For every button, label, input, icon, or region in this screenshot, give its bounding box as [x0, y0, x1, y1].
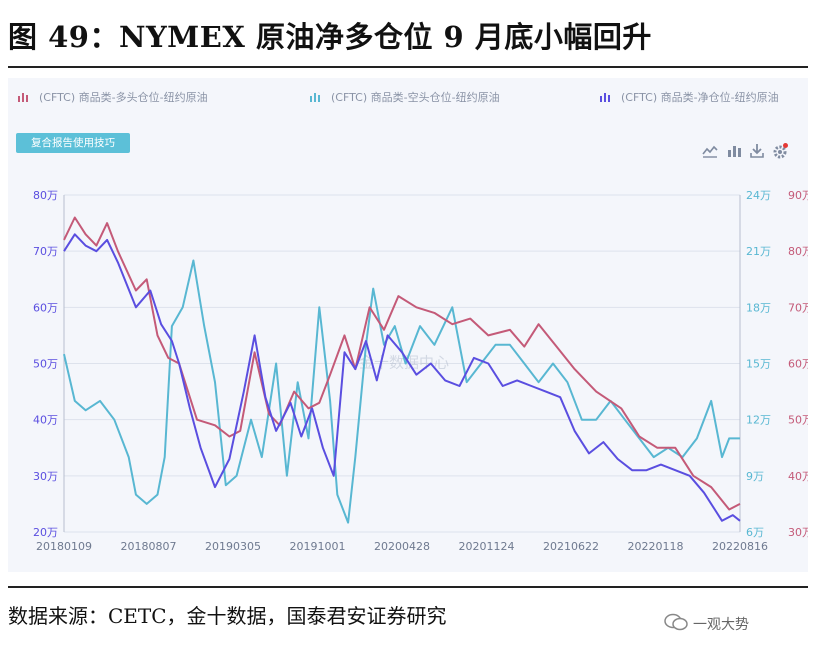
right-axis-tick-label: 40万	[788, 470, 808, 483]
series-line-short	[63, 259, 740, 524]
legend-label-short: (CFTC) 商品类-空头仓位-纽约原油	[331, 91, 500, 104]
left-axis-tick-label: 20万	[33, 526, 58, 539]
x-axis-tick-label: 20200428	[374, 540, 430, 553]
line-chart: 20万 30万 40万 50万 60万 70万 80万 6万 9万 12万 15万 18万 21万 24万…	[33, 189, 808, 553]
figure-title: 图 49：NYMEX 原油净多仓位 9 月底小幅回升	[8, 20, 652, 54]
x-axis-tick-label: 20180807	[121, 540, 177, 553]
x-axis-tick-label: 20190305	[205, 540, 261, 553]
x-axis-tick-label: 20191001	[290, 540, 346, 553]
legend-item-long[interactable]: (CFTC) 商品类-多头仓位-纽约原油	[18, 89, 208, 105]
notification-dot	[783, 143, 788, 148]
legend-item-net[interactable]: (CFTC) 商品类-净仓位-纽约原油	[600, 89, 779, 105]
download-icon[interactable]	[749, 143, 765, 159]
legend-label-net: (CFTC) 商品类-净仓位-纽约原油	[621, 91, 779, 104]
left-axis-tick-label: 30万	[33, 470, 58, 483]
legend-label-long: (CFTC) 商品类-多头仓位-纽约原油	[39, 91, 208, 104]
mid-axis-tick-label: 6万	[746, 526, 764, 539]
series-line-net	[63, 233, 741, 522]
settings-icon[interactable]	[772, 143, 788, 159]
bar-legend-icon	[310, 93, 320, 102]
mid-axis-tick-label: 15万	[746, 358, 771, 371]
x-axis-tick-label: 20201124	[459, 540, 515, 553]
mid-axis-tick-label: 12万	[746, 414, 771, 427]
x-axis-tick-label: 20180109	[36, 540, 92, 553]
mid-axis-tick-label: 9万	[746, 470, 764, 483]
bar-legend-icon	[18, 93, 28, 102]
x-axis-tick-label: 20220118	[628, 540, 684, 553]
left-axis-tick-label: 50万	[33, 358, 58, 371]
left-axis-tick-label: 70万	[33, 245, 58, 258]
right-axis-tick-label: 30万	[788, 526, 808, 539]
tips-button[interactable]: 复合报告使用技巧	[16, 133, 130, 153]
brand-name: 一观大势	[693, 617, 749, 633]
bar-legend-icon	[600, 93, 610, 102]
line-chart-icon[interactable]	[702, 143, 718, 159]
chart-panel: (CFTC) 商品类-多头仓位-纽约原油 (CFTC) 商品类-空头仓位-纽约原…	[8, 78, 808, 572]
mid-axis-tick-label: 18万	[746, 301, 771, 314]
right-axis-tick-label: 70万	[788, 301, 808, 314]
source-note: 数据来源：CETC，金十数据，国泰君安证券研究	[8, 604, 447, 628]
left-axis-tick-label: 40万	[33, 414, 58, 427]
legend-item-short[interactable]: (CFTC) 商品类-空头仓位-纽约原油	[310, 89, 500, 105]
left-axis-tick-label: 80万	[33, 189, 58, 202]
series-line-long	[63, 216, 741, 511]
right-axis-tick-label: 50万	[788, 414, 808, 427]
x-axis-tick-label: 20220816	[712, 540, 768, 553]
x-axis-tick-label: 20210622	[543, 540, 599, 553]
mid-axis-tick-label: 21万	[746, 245, 771, 258]
title-rule	[8, 66, 808, 68]
wechat-icon	[664, 613, 688, 631]
right-axis-tick-label: 90万	[788, 189, 808, 202]
bar-chart-icon[interactable]	[726, 143, 742, 159]
right-axis-tick-label: 60万	[788, 358, 808, 371]
source-rule	[8, 586, 808, 588]
left-axis-tick-label: 60万	[33, 301, 58, 314]
right-axis-tick-label: 80万	[788, 245, 808, 258]
mid-axis-tick-label: 24万	[746, 189, 771, 202]
